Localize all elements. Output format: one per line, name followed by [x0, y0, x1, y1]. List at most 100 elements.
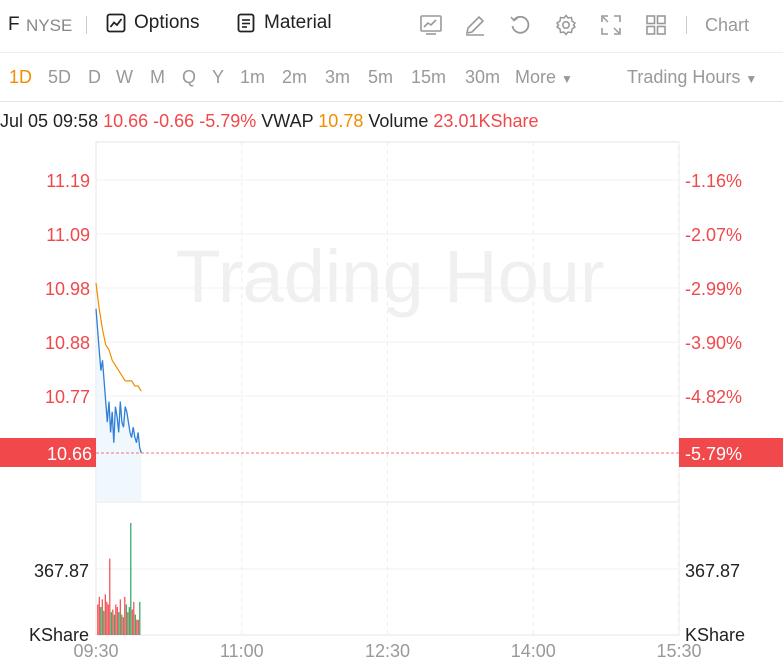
period-5d[interactable]: 5D — [48, 67, 72, 87]
volume-bar — [98, 596, 100, 635]
volume-bar — [110, 612, 112, 635]
period-3m[interactable]: 3m — [325, 67, 351, 87]
intraday-chart[interactable]: Trading Hour 11.19 11.09 10.98 10.88 10.77 -1… — [0, 140, 783, 661]
y-tick-label-right: -2.07% — [685, 225, 742, 245]
volume-bar — [131, 609, 133, 635]
price-area-fill — [96, 308, 142, 502]
quote-change: -0.66 — [153, 111, 195, 131]
divider — [0, 101, 783, 102]
volume-bar — [127, 612, 129, 635]
volume-bar — [125, 604, 127, 635]
draw-icon[interactable] — [463, 13, 487, 37]
quote-change-pct: -5.79% — [199, 111, 257, 131]
vwap-value: 10.78 — [318, 111, 364, 131]
volume-tick-left: 367.87 — [34, 561, 89, 581]
period-5m[interactable]: 5m — [368, 67, 394, 87]
volume-tick-right: 367.87 — [685, 561, 740, 581]
indicator-icon[interactable] — [419, 13, 443, 37]
period-d[interactable]: D — [88, 67, 101, 87]
watermark-text: Trading Hour — [175, 235, 604, 318]
caret-down-icon: ▼ — [745, 72, 758, 86]
vwap-line — [95, 282, 142, 392]
period-w[interactable]: W — [116, 67, 133, 87]
volume-bar — [104, 594, 106, 635]
period-m[interactable]: M — [150, 67, 165, 87]
volume-bar — [103, 610, 105, 635]
volume-bar — [136, 619, 138, 635]
divider — [0, 52, 783, 53]
more-label: More — [515, 67, 557, 87]
volume-unit-left: KShare — [29, 625, 89, 645]
quote-price: 10.66 — [103, 111, 149, 131]
settings-icon[interactable] — [554, 13, 578, 37]
y-tick-label-left: 11.09 — [46, 225, 90, 245]
quote-datetime: Jul 05 09:58 — [0, 111, 99, 131]
more-periods-dropdown[interactable]: More ▼ — [515, 67, 573, 88]
fullscreen-icon[interactable] — [599, 13, 623, 37]
volume-bar — [130, 523, 132, 635]
volume-bar — [112, 609, 114, 635]
y-tick-label-left: 11.19 — [46, 171, 90, 191]
x-tick-label: 09:30 — [73, 641, 118, 661]
volume-bar — [109, 558, 111, 635]
ticker-symbol: F — [8, 14, 20, 35]
trading-hours-dropdown[interactable]: Trading Hours ▼ — [627, 67, 757, 88]
volume-bar — [134, 614, 136, 635]
volume-bar — [113, 614, 115, 635]
trading-hours-label: Trading Hours — [627, 67, 741, 87]
volume-bar — [115, 604, 117, 635]
y-tick-label-right: -1.16% — [685, 171, 742, 191]
volume-bar — [128, 607, 130, 635]
quote-info-bar: Jul 05 09:58 10.66 -0.66 -5.79% VWAP 10.… — [0, 111, 539, 132]
layout-icon[interactable] — [644, 13, 668, 37]
volume-bar — [121, 614, 123, 635]
volume-bar — [100, 607, 102, 635]
y-tick-label-left: 10.77 — [45, 387, 90, 407]
chart-type-selector[interactable]: Chart — [705, 15, 750, 35]
volume-bar — [122, 617, 124, 635]
period-2m[interactable]: 2m — [282, 67, 308, 87]
y-tick-label-left: 10.98 — [45, 279, 90, 299]
material-label: Material — [264, 12, 332, 33]
x-tick-label: 14:00 — [511, 641, 556, 661]
volume-bar — [116, 607, 118, 635]
period-1m[interactable]: 1m — [240, 67, 266, 87]
price-line — [95, 308, 142, 454]
options-button[interactable]: Options — [106, 12, 199, 34]
current-pct-label: -5.79% — [685, 444, 742, 464]
divider — [686, 16, 687, 34]
y-tick-label-right: -4.82% — [685, 387, 742, 407]
options-icon — [106, 13, 126, 33]
volume-bar — [101, 599, 103, 635]
y-tick-label-right: -3.90% — [685, 333, 742, 353]
volume-bar — [137, 619, 139, 635]
volume-bars — [97, 523, 141, 635]
period-1d[interactable]: 1D — [9, 67, 33, 87]
volume-unit-right: KShare — [685, 625, 745, 645]
material-button[interactable]: Material — [236, 12, 332, 34]
y-tick-label-left: 10.88 — [45, 333, 90, 353]
chart-grid — [95, 141, 680, 636]
volume-label: Volume — [368, 111, 429, 131]
current-pct-badge — [679, 438, 783, 467]
chart-toolbar: F NYSE Options Material — [0, 0, 783, 52]
x-tick-label: 15:30 — [656, 641, 701, 661]
volume-bar — [139, 601, 141, 635]
y-tick-label-right: -2.99% — [685, 279, 742, 299]
document-icon — [237, 13, 255, 33]
x-tick-label: 11:00 — [220, 641, 264, 661]
period-selector: 1D 5D D W M Q Y 1m 2m 3m 5m 15m 30m More… — [0, 53, 783, 101]
current-price-label: 10.66 — [47, 444, 92, 464]
reset-icon[interactable] — [508, 13, 532, 37]
volume-bar — [118, 612, 120, 635]
volume-value: 23.01KShare — [433, 111, 539, 131]
period-15m[interactable]: 15m — [411, 67, 447, 87]
divider — [86, 16, 87, 34]
volume-bar — [133, 601, 135, 635]
axis-labels: 11.19 11.09 10.98 10.88 10.77 -1.16% -2.07% -2.… — [0, 171, 783, 661]
vwap-label: VWAP — [261, 111, 314, 131]
current-price-badge — [0, 438, 96, 467]
period-q[interactable]: Q — [182, 67, 197, 87]
period-30m[interactable]: 30m — [465, 67, 501, 87]
period-y[interactable]: Y — [212, 67, 225, 87]
